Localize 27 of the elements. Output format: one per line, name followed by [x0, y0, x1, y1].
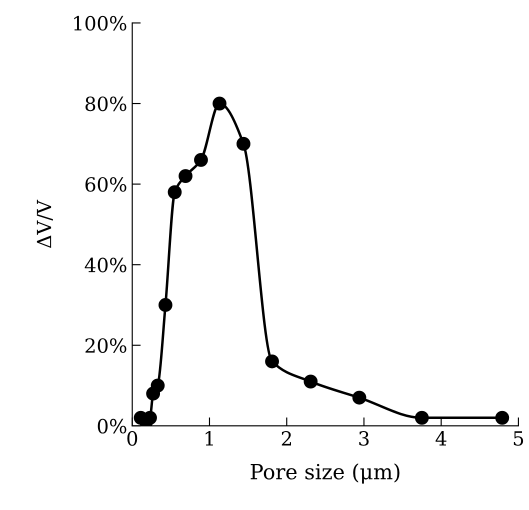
point: [304, 374, 318, 388]
point: [168, 185, 182, 200]
x-tick-label: 3: [359, 431, 369, 446]
point: [150, 378, 165, 393]
y-tick-label: 100%: [74, 16, 126, 31]
point: [495, 410, 510, 425]
point: [414, 410, 429, 425]
x-axis-title: Pore size (μm): [250, 463, 400, 484]
x-tick-label: 0: [127, 431, 138, 446]
x-tick-label: 5: [514, 431, 524, 446]
y-axis-title: ΔV/V: [36, 200, 53, 248]
point: [265, 354, 279, 368]
y-tick-label: 20%: [85, 338, 126, 353]
x-tick-label: 2: [282, 431, 291, 446]
x-tick-label: 4: [436, 431, 446, 446]
x-tick-label: 1: [206, 431, 213, 446]
y-tick-label: 60%: [85, 177, 126, 192]
point: [194, 152, 208, 167]
point: [158, 298, 172, 312]
point: [236, 136, 250, 151]
point: [212, 96, 226, 110]
y-tick-label: 0%: [98, 418, 126, 434]
y-tick-label: 80%: [85, 96, 126, 112]
point: [178, 169, 192, 183]
point: [143, 410, 157, 425]
point: [352, 390, 366, 405]
y-tick-label: 40%: [84, 258, 126, 272]
